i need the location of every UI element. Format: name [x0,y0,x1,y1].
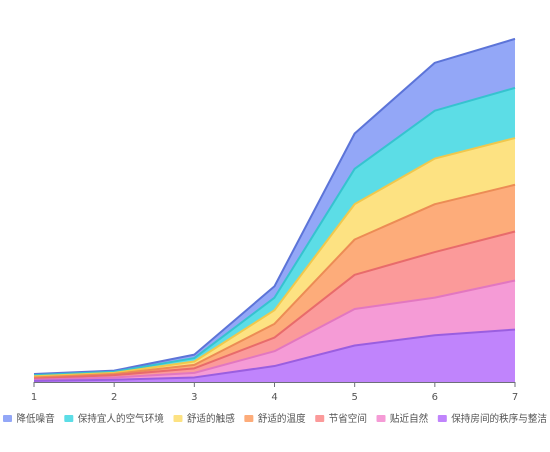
legend-label: 节省空间 [329,412,367,425]
legend-item[interactable]: 舒适的触感 [173,412,235,425]
x-tick-label: 7 [512,392,518,403]
series-line-5 [33,137,516,378]
legend-swatch [64,415,74,422]
area-7 [34,38,515,376]
area-1 [34,329,515,382]
legend-item[interactable]: 贴近自然 [376,412,429,425]
series-line-4 [33,183,516,379]
area-4 [34,184,515,379]
legend: 降低噪音 保持宜人的空气环境 舒适的触感 舒适的温度 节省空间 贴近自然 保持房间的秩序与整… [3,412,547,425]
legend-item[interactable]: 降低噪音 [3,412,55,425]
series-line-2 [33,279,516,381]
legend-item[interactable]: 保持房间的秩序与整洁 [437,412,547,425]
legend-swatch [437,415,447,422]
legend-swatch [173,415,183,422]
legend-label: 保持房间的秩序与整洁 [451,412,547,425]
legend-label: 保持宜人的空气环境 [78,412,164,425]
x-tick-label: 1 [31,392,37,403]
series-line-7 [33,37,516,376]
area-5 [34,138,515,378]
x-tick-label: 5 [351,392,357,403]
legend-item[interactable]: 舒适的温度 [244,412,306,425]
series-line-1 [33,328,516,382]
legend-swatch [3,415,12,422]
x-tick-label: 2 [111,392,117,403]
x-tick-label: 4 [271,392,277,403]
legend-label: 降低噪音 [16,412,54,425]
legend-swatch [376,415,386,422]
x-axis-ticks: 1 2 3 4 5 6 7 [31,382,518,403]
x-tick-label: 3 [191,392,197,403]
legend-item[interactable]: 节省空间 [315,412,367,425]
series-line-6 [33,86,516,377]
legend-label: 舒适的温度 [258,412,306,425]
legend-label: 舒适的触感 [187,412,235,425]
legend-swatch [315,415,325,422]
area-6 [34,87,515,377]
legend-item[interactable]: 保持宜人的空气环境 [64,412,164,425]
series-line-3 [33,230,516,380]
legend-swatch [244,415,254,422]
area-3 [34,231,515,380]
legend-label: 贴近自然 [390,412,428,425]
x-tick-label: 6 [432,392,438,403]
area-2 [34,280,515,381]
area-layers [33,37,516,382]
